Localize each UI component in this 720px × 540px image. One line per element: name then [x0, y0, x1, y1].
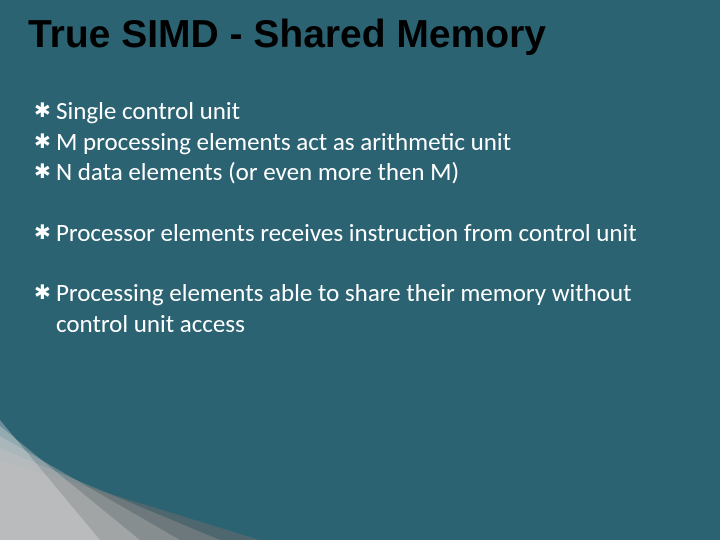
bullet-item: ✱ Processing elements able to share thei…: [34, 278, 680, 339]
bullet-marker-icon: ✱: [34, 96, 56, 126]
bullet-text: Processing elements able to share their …: [56, 278, 680, 339]
bullet-marker-icon: ✱: [34, 218, 56, 248]
bullet-group: ✱ Single control unit ✱ M processing ele…: [34, 96, 680, 188]
corner-accent-icon: [0, 420, 260, 540]
slide-body: ✱ Single control unit ✱ M processing ele…: [34, 96, 680, 339]
bullet-group: ✱ Processor elements receives instructio…: [34, 218, 680, 249]
slide: True SIMD - Shared Memory ✱ Single contr…: [0, 0, 720, 540]
bullet-text: Single control unit: [56, 96, 680, 127]
bullet-text: N data elements (or even more then M): [56, 157, 680, 188]
bullet-item: ✱ Single control unit: [34, 96, 680, 127]
bullet-marker-icon: ✱: [34, 157, 56, 187]
bullet-marker-icon: ✱: [34, 278, 56, 308]
slide-title: True SIMD - Shared Memory: [28, 14, 692, 57]
bullet-text: M processing elements act as arithmetic …: [56, 127, 680, 158]
bullet-item: ✱ M processing elements act as arithmeti…: [34, 127, 680, 158]
bullet-marker-icon: ✱: [34, 127, 56, 157]
bullet-item: ✱ N data elements (or even more then M): [34, 157, 680, 188]
bullet-item: ✱ Processor elements receives instructio…: [34, 218, 680, 249]
bullet-text: Processor elements receives instruction …: [56, 218, 680, 249]
bullet-group: ✱ Processing elements able to share thei…: [34, 278, 680, 339]
